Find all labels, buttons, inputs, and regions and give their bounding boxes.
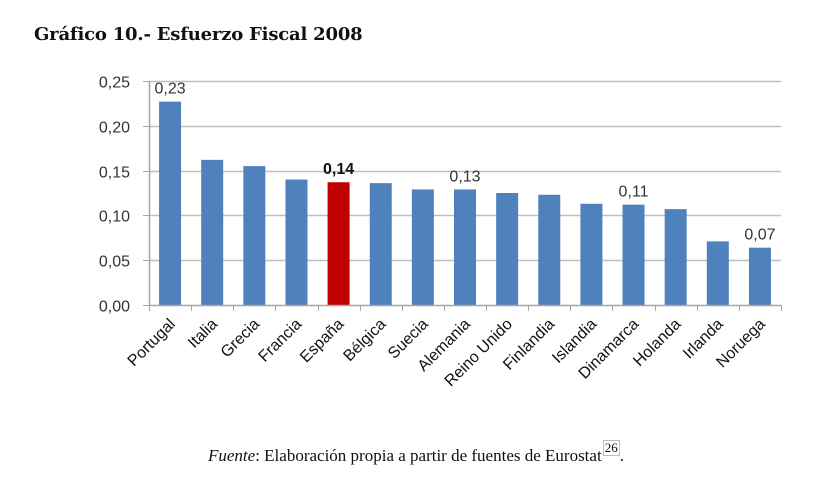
y-tick-label: 0,00: [99, 299, 130, 316]
bar: [285, 179, 308, 305]
bar: [243, 166, 266, 305]
x-axis-label: Francia: [256, 316, 306, 366]
bar: [411, 189, 434, 305]
x-axis-label: Holanda: [630, 316, 684, 370]
x-axis-label: España: [297, 316, 347, 366]
data-label: 0,11: [619, 184, 649, 201]
y-tick-label: 0,20: [99, 120, 130, 137]
bar: [496, 193, 519, 305]
data-label: 0,07: [744, 227, 775, 244]
data-label: 0,13: [449, 168, 480, 185]
x-axis-label: Bélgica: [340, 316, 389, 365]
chart-title: Gráfico 10.- Esfuerzo Fiscal 2008: [34, 24, 363, 45]
y-tick-label: 0,05: [99, 254, 130, 271]
bar: [201, 159, 224, 305]
source-text: : Elaboración propia a partir de fuentes…: [255, 446, 602, 465]
data-label: 0,23: [154, 81, 185, 98]
axes: [148, 81, 782, 311]
bar: [159, 101, 182, 305]
footnote-reference-link[interactable]: 26: [602, 440, 620, 456]
data-labels: 0,23 0,14 0,13 0,11 0,07: [154, 81, 775, 244]
source-label: Fuente: [208, 446, 256, 465]
y-tick-label: 0,10: [99, 209, 130, 226]
x-axis-labels: Portugal ItaliaGreciaFranciaEspañaBélgica…: [125, 316, 769, 390]
bar: [664, 209, 687, 305]
bar-highlight: [327, 182, 350, 305]
bar: [369, 183, 392, 305]
data-label: 0,14: [323, 161, 354, 178]
x-axis-label: Italia: [185, 316, 221, 352]
y-axis-ticks: 0,00 0,05 0,10 0,15 0,20 0,25: [99, 75, 149, 316]
bar: [538, 194, 561, 305]
bars: [159, 101, 771, 305]
bar: [622, 204, 645, 305]
bar: [454, 189, 476, 305]
bar: [748, 247, 771, 305]
bar: [706, 241, 729, 305]
bar: [580, 203, 603, 305]
x-axis-label: Portugal: [125, 316, 179, 370]
source-trailing: .: [619, 446, 624, 465]
source-note: Fuente: Elaboración propia a partir de f…: [208, 440, 624, 466]
y-tick-label: 0,15: [99, 165, 130, 182]
y-tick-label: 0,25: [99, 75, 130, 92]
